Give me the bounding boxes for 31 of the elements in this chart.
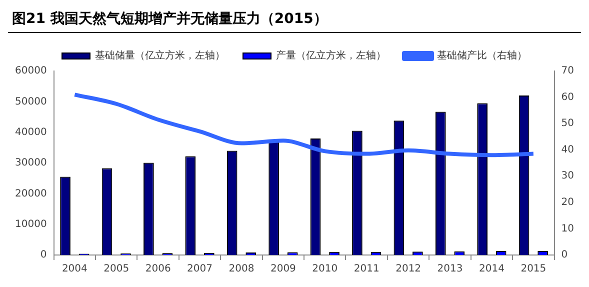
x-tick-label: 2007 — [187, 264, 213, 275]
x-tick-label: 2004 — [62, 264, 88, 275]
y-tick-label: 10000 — [15, 218, 47, 230]
x-tick-label: 2013 — [437, 264, 463, 275]
x-tick-label: 2014 — [478, 264, 504, 275]
y-tick-label: 60000 — [15, 66, 47, 77]
legend-label: 基础储产比（右轴） — [437, 50, 527, 62]
x-tick-label: 2009 — [270, 264, 296, 275]
y2-tick-label: 50 — [561, 118, 574, 130]
y2-tick-label: 10 — [561, 223, 574, 234]
y2-tick-label: 70 — [561, 66, 574, 77]
y2-tick-label: 30 — [561, 170, 574, 182]
x-tick-label: 2008 — [228, 264, 254, 275]
y2-tick-label: 20 — [561, 197, 574, 208]
x-tick-label: 2015 — [520, 264, 546, 275]
x-tick-label: 2011 — [354, 264, 380, 275]
y-tick-label: 50000 — [15, 96, 47, 108]
legend-label: 基础储量（亿立方米，左轴） — [95, 50, 225, 62]
x-tick-label: 2006 — [145, 264, 171, 275]
chart-title: 图21 我国天然气短期增产并无储量压力（2015） — [8, 8, 581, 33]
x-tick-label: 2012 — [396, 264, 422, 275]
y2-tick-label: 0 — [561, 250, 568, 261]
y-tick-label: 40000 — [15, 126, 47, 138]
y-tick-label: 0 — [40, 250, 47, 261]
y2-tick-label: 40 — [561, 144, 574, 156]
y2-tick-label: 60 — [561, 92, 574, 103]
y-tick-label: 30000 — [15, 158, 47, 169]
y-tick-label: 20000 — [15, 188, 47, 200]
legend-label: 产量（亿立方米，左轴） — [276, 50, 386, 62]
x-tick-label: 2005 — [104, 264, 130, 275]
x-tick-label: 2010 — [312, 264, 338, 275]
